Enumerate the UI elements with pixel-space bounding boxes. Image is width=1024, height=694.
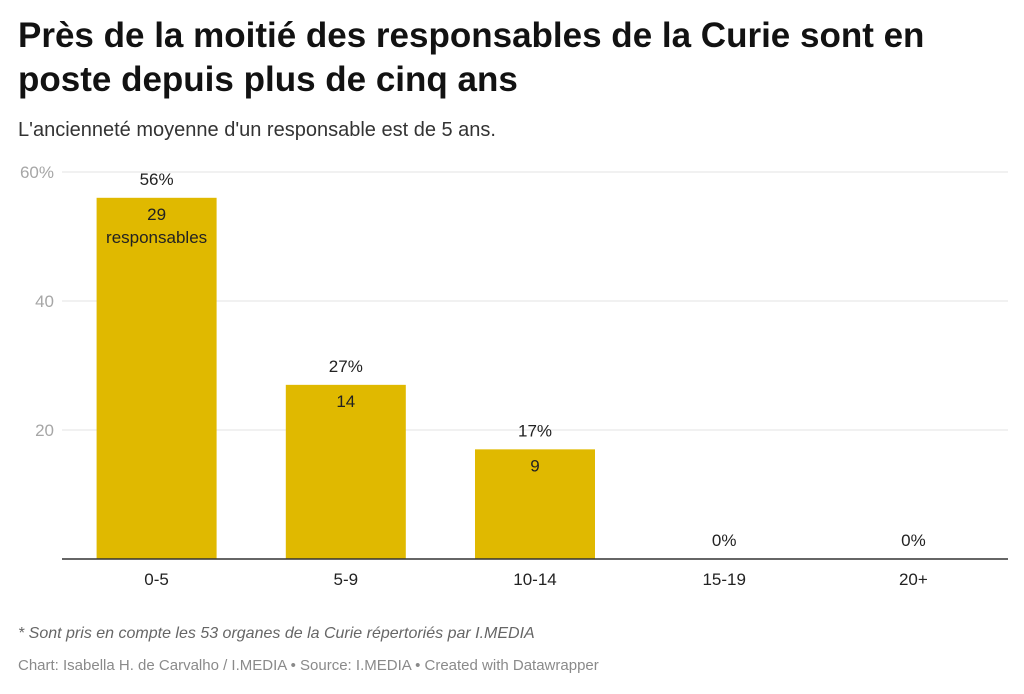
x-tick-label: 5-9 bbox=[334, 570, 359, 589]
bar-inner-label: 29 bbox=[147, 205, 166, 224]
y-tick-label: 20 bbox=[35, 421, 54, 440]
y-tick-label: 60% bbox=[20, 163, 54, 182]
bar-value-label: 0% bbox=[712, 531, 737, 550]
x-tick-label: 10-14 bbox=[513, 570, 556, 589]
x-tick-label: 20+ bbox=[899, 570, 928, 589]
bar-value-label: 27% bbox=[329, 357, 363, 376]
chart-title: Près de la moitié des responsables de la… bbox=[18, 16, 925, 99]
bar-5-9 bbox=[285, 384, 406, 559]
x-axis-ticks: 0-5 5-9 10-14 15-19 20+ bbox=[144, 570, 928, 589]
chart-subtitle: L'ancienneté moyenne d'un responsable es… bbox=[18, 119, 496, 141]
bar-value-label: 56% bbox=[140, 170, 174, 189]
gridlines: 20 40 60% bbox=[20, 163, 1008, 440]
bar-10-14 bbox=[475, 449, 595, 559]
bars bbox=[96, 197, 595, 560]
bar-chart: 20 40 60% 56% 29 responsables 27% 14 17% 9 0% 0% 0… bbox=[20, 163, 1008, 589]
footnote: * Sont pris en compte les 53 organes de … bbox=[18, 625, 535, 642]
x-tick-label: 0-5 bbox=[144, 570, 169, 589]
bar-inner-label: responsables bbox=[106, 228, 207, 247]
bar-0-5 bbox=[96, 197, 217, 560]
bar-value-label: 0% bbox=[901, 531, 926, 550]
x-tick-label: 15-19 bbox=[702, 570, 745, 589]
bar-value-label: 17% bbox=[518, 421, 552, 440]
y-tick-label: 40 bbox=[35, 292, 54, 311]
bar-inner-label: 9 bbox=[530, 456, 539, 475]
bar-inner-label: 14 bbox=[336, 392, 355, 411]
credits-line: Chart: Isabella H. de Carvalho / I.MEDIA… bbox=[18, 657, 599, 674]
data-labels: 56% 29 responsables 27% 14 17% 9 0% 0% bbox=[106, 170, 926, 550]
